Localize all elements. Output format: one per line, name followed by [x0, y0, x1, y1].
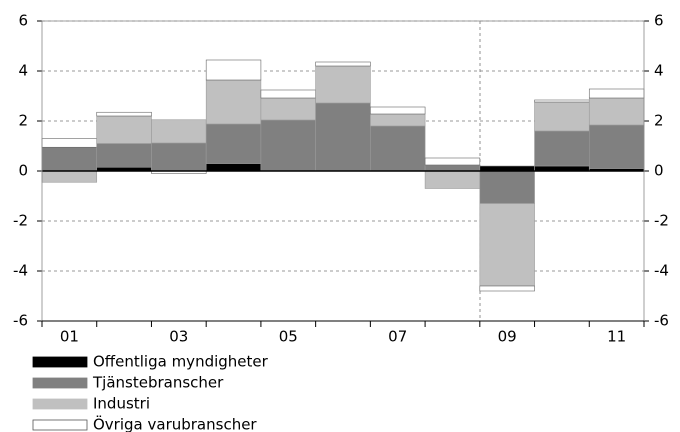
- bar-segment: [315, 65, 371, 104]
- bar-segment: [96, 111, 152, 117]
- legend-swatch: [32, 398, 88, 410]
- bar-segment: [41, 170, 98, 183]
- bar-segment: [588, 88, 645, 99]
- legend-label: Övriga varubranscher: [93, 415, 257, 432]
- bar-segment: [479, 285, 535, 292]
- bar-segment: [424, 157, 481, 166]
- bar-segment: [260, 119, 316, 172]
- legend-label: Tjänstebranscher: [92, 374, 224, 392]
- x-tick-label: 03: [169, 328, 188, 346]
- y2-tick-label: 0: [654, 162, 664, 180]
- bar-segment: [479, 170, 535, 204]
- bar-segment: [588, 97, 645, 126]
- bar-segment: [151, 142, 207, 172]
- bar-segment: [315, 102, 371, 172]
- y2-tick-label: 4: [654, 62, 664, 80]
- bar-segment: [370, 125, 426, 172]
- x-tick-label: 11: [607, 328, 626, 346]
- bar-segment: [260, 89, 316, 99]
- y-tick-label: 2: [18, 112, 28, 130]
- bar-segment: [205, 123, 262, 164]
- y2-tick-label: -2: [654, 212, 669, 230]
- y-tick-label: -2: [13, 212, 28, 230]
- y2-tick-label: -4: [654, 262, 669, 280]
- bar-segment: [534, 99, 590, 103]
- bar-segment: [424, 164, 481, 172]
- bar-segment: [370, 113, 426, 127]
- legend-swatch: [32, 356, 88, 368]
- legend-swatch: [32, 377, 88, 389]
- legend-swatch: [32, 419, 88, 431]
- y-tick-label: 6: [18, 12, 28, 30]
- x-tick-label: 05: [279, 328, 298, 346]
- bar-segment: [534, 101, 590, 132]
- bar-segment: [424, 170, 481, 189]
- y-tick-label: 4: [18, 62, 28, 80]
- bar-segment: [41, 146, 98, 172]
- bar-segment: [260, 97, 316, 121]
- bar-segment: [205, 163, 262, 172]
- bar-segment: [479, 203, 535, 287]
- y-tick-label: -4: [13, 262, 28, 280]
- bar-segment: [96, 115, 152, 144]
- legend-label: Industri: [93, 395, 150, 413]
- y2-tick-label: 6: [654, 12, 664, 30]
- y-tick-label: -6: [13, 312, 28, 330]
- bar-segment: [151, 119, 207, 144]
- bar-segment: [315, 61, 371, 67]
- bar-segment: [205, 79, 262, 125]
- bar-segment: [534, 130, 590, 167]
- x-tick-label: 01: [60, 328, 79, 346]
- y-tick-label: 0: [18, 162, 28, 180]
- x-tick-label: 09: [498, 328, 517, 346]
- bar-segment: [41, 138, 98, 148]
- y2-tick-label: 2: [654, 112, 664, 130]
- x-tick-label: 07: [388, 328, 407, 346]
- bar-segment: [96, 143, 152, 168]
- bar-segment: [370, 106, 426, 115]
- bar-segment: [588, 124, 645, 169]
- bar-segment: [205, 59, 262, 81]
- legend-label: Offentliga myndigheter: [93, 353, 269, 371]
- y2-tick-label: -6: [654, 312, 669, 330]
